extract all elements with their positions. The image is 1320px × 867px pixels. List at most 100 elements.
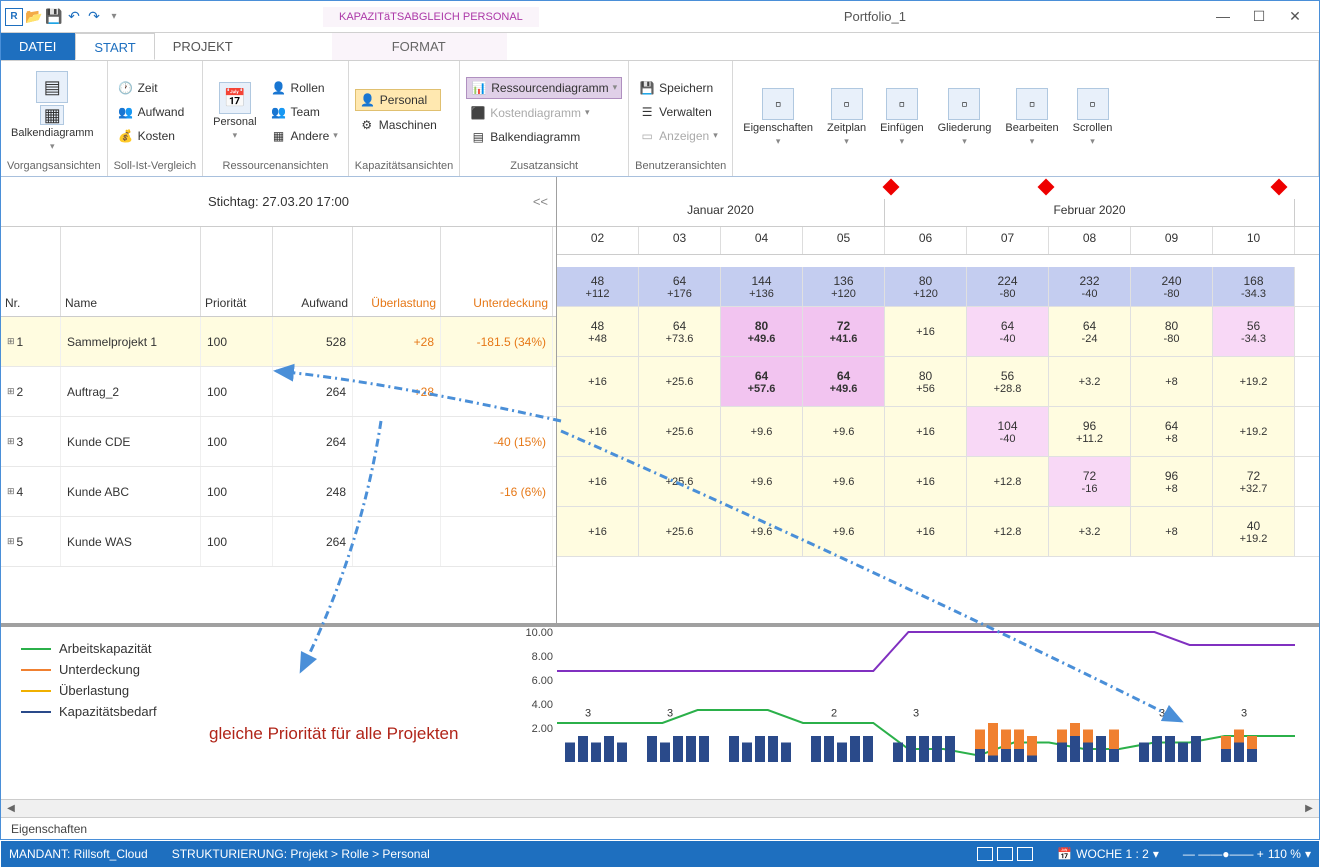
speichern-button[interactable]: 💾Speichern (635, 78, 722, 98)
expand-icon[interactable]: ⊞ (7, 386, 15, 397)
legend-item: Arbeitskapazität (21, 641, 537, 656)
data-cell: 64+49.6 (803, 357, 885, 406)
stichtag-header: Stichtag: 27.03.20 17:00 << (1, 177, 556, 227)
scrollen-button[interactable]: ▫Scrollen▾ (1069, 86, 1117, 149)
y-axis: 10.008.006.004.002.00 (507, 627, 555, 757)
maschinen-button[interactable]: ⚙Maschinen (355, 115, 441, 135)
person-icon: 👤 (360, 92, 376, 108)
maximize-button[interactable]: ☐ (1247, 8, 1271, 25)
redo-icon[interactable]: ↷ (85, 8, 103, 26)
ressourcendiagramm-button[interactable]: 📊Ressourcendiagramm (466, 77, 622, 99)
view2-icon[interactable] (997, 847, 1013, 861)
minimize-button[interactable]: — (1211, 8, 1235, 25)
balkendiagramm2-button[interactable]: ▤Balkendiagramm (466, 127, 622, 147)
data-cell: +16 (557, 507, 639, 556)
stichtag-label: Stichtag: 27.03.20 17:00 (208, 194, 349, 209)
bearbeiten-button[interactable]: ▫Bearbeiten▾ (1001, 86, 1062, 149)
save-icon[interactable]: 💾 (45, 8, 63, 26)
einfügen-button[interactable]: ▫Einfügen▾ (876, 86, 927, 149)
eigenschaften-button[interactable]: ▫Eigenschaften▾ (739, 86, 817, 149)
status-view-icons[interactable] (977, 847, 1033, 861)
ribbon-group-rest: ▫Eigenschaften▾▫Zeitplan▾▫Einfügen▾▫Glie… (733, 61, 1319, 176)
table-row[interactable]: ⊞3 Kunde CDE 100 264 -40 (15%) (1, 417, 556, 467)
collapse-button[interactable]: << (533, 194, 548, 209)
status-mandant: MANDANT: Rillsoft_Cloud (9, 847, 148, 861)
tab-datei[interactable]: DATEI (1, 33, 75, 60)
data-cell: +19.2 (1213, 407, 1295, 456)
zeitplan-button[interactable]: ▫Zeitplan▾ (823, 86, 870, 149)
col-unterdeckung[interactable]: Unterdeckung (441, 227, 553, 316)
status-woche[interactable]: 📅 WOCHE 1 : 2 ▾ (1057, 847, 1159, 861)
col-prio[interactable]: Priorität (201, 227, 273, 316)
open-icon[interactable]: 📂 (25, 8, 43, 26)
data-cell: 80+49.6 (721, 307, 803, 356)
table-row[interactable]: ⊞2 Auftrag_2 100 264 +28 (1, 367, 556, 417)
close-button[interactable]: ✕ (1283, 8, 1307, 25)
tab-start[interactable]: START (75, 33, 154, 60)
verwalten-button[interactable]: ☰Verwalten (635, 102, 722, 122)
rollen-button[interactable]: 👤Rollen (267, 78, 342, 98)
y-tick-label: 6.00 (507, 675, 553, 687)
legend-item: Unterdeckung (21, 662, 537, 677)
col-nr[interactable]: Nr. (1, 227, 61, 316)
gliederung-button[interactable]: ▫Gliederung▾ (934, 86, 996, 149)
undo-icon[interactable]: ↶ (65, 8, 83, 26)
y-tick-label: 4.00 (507, 699, 553, 711)
table-row[interactable]: ⊞5 Kunde WAS 100 264 (1, 517, 556, 567)
tab-format[interactable]: FORMAT (332, 33, 507, 60)
col-aufwand[interactable]: Aufwand (273, 227, 353, 316)
data-cell: +9.6 (721, 507, 803, 556)
expand-icon[interactable]: ⊞ (7, 436, 15, 447)
tab-projekt[interactable]: PROJEKT (155, 33, 252, 60)
data-cell: +25.6 (639, 407, 721, 456)
data-cell: 72+32.7 (1213, 457, 1295, 506)
qat: R 📂 💾 ↶ ↷ ▾ (5, 8, 123, 26)
qat-dropdown-icon[interactable]: ▾ (105, 8, 123, 26)
table-row[interactable]: ⊞4 Kunde ABC 100 248 -16 (6%) (1, 467, 556, 517)
data-cell: 64-40 (967, 307, 1049, 356)
data-cell: 40+19.2 (1213, 507, 1295, 556)
data-cell: 224-80 (967, 267, 1049, 306)
scroll-left-icon[interactable]: ◀ (3, 803, 19, 814)
week-header: 02 (557, 227, 639, 254)
col-ueberlastung[interactable]: Überlastung (353, 227, 441, 316)
h-scrollbar[interactable]: ◀ ▶ (1, 799, 1319, 817)
cost-icon: ⬛ (470, 105, 486, 121)
data-cell: +16 (885, 307, 967, 356)
anzeigen-button[interactable]: ▭Anzeigen (635, 126, 722, 146)
col-name[interactable]: Name (61, 227, 201, 316)
zeit-button[interactable]: 🕐Zeit (114, 78, 189, 98)
kapazitaet-personal-button[interactable]: 👤Personal (355, 89, 441, 111)
barchart-icon: 📊 (471, 80, 487, 96)
data-cell: 104-40 (967, 407, 1049, 456)
data-cell: +25.6 (639, 357, 721, 406)
kostendiagramm-button[interactable]: ⬛Kostendiagramm (466, 103, 622, 123)
gantt-icon: ▤ (36, 71, 68, 103)
view1-icon[interactable] (977, 847, 993, 861)
expand-icon[interactable]: ⊞ (7, 536, 15, 547)
other-icon: ▦ (271, 128, 287, 144)
data-cell: 232-40 (1049, 267, 1131, 306)
chart-area: ArbeitskapazitätUnterdeckungÜberlastungK… (1, 627, 1319, 799)
people-icon: 👥 (118, 104, 134, 120)
data-row: 48+4864+73.680+49.672+41.6+1664-4064-248… (557, 307, 1319, 357)
balkendiagramm-button[interactable]: ▤ ▦ Balkendiagramm ▾ (7, 69, 98, 154)
aufwand-button[interactable]: 👥Aufwand (114, 102, 189, 122)
ribbon-group-vorgang: ▤ ▦ Balkendiagramm ▾ Vorgangsansichten (1, 61, 108, 176)
table-row[interactable]: ⊞1 Sammelprojekt 1 100 528 +28 -181.5 (3… (1, 317, 556, 367)
properties-bar[interactable]: Eigenschaften (1, 817, 1319, 841)
legend-item: Kapazitätsbedarf (21, 704, 537, 719)
scroll-right-icon[interactable]: ▶ (1301, 803, 1317, 814)
ribbon-tabs: DATEI START PROJEKT FORMAT (1, 33, 1319, 61)
expand-icon[interactable]: ⊞ (7, 336, 15, 347)
status-zoom[interactable]: — ——●—— + 110 % ▾ (1183, 847, 1311, 861)
team-button[interactable]: 👥Team (267, 102, 342, 122)
andere-button[interactable]: ▦Andere (267, 126, 342, 146)
kosten-button[interactable]: 💰Kosten (114, 126, 189, 146)
data-cell: +9.6 (803, 457, 885, 506)
view3-icon[interactable] (1017, 847, 1033, 861)
expand-icon[interactable]: ⊞ (7, 486, 15, 497)
chart: 10.008.006.004.002.00 332333 (557, 627, 1319, 799)
week-header: 08 (1049, 227, 1131, 254)
personal-button[interactable]: 📅 Personal▾ (209, 80, 260, 143)
